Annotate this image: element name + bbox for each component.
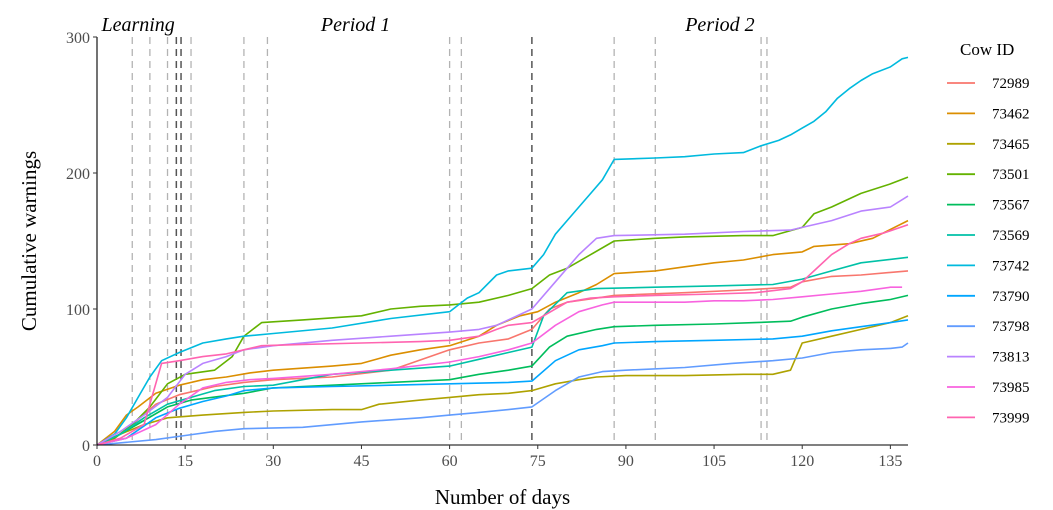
y-tick-label: 300 (66, 30, 90, 47)
legend-label-73567: 73567 (992, 198, 1030, 214)
x-tick-label: 135 (878, 453, 902, 470)
legend-label-73790: 73790 (992, 289, 1030, 305)
period-label: Period 1 (320, 14, 390, 36)
x-tick-label: 120 (790, 453, 814, 470)
series-line-73569 (96, 256, 909, 446)
y-tick-label: 200 (66, 166, 90, 183)
period-label: Learning (100, 14, 174, 36)
y-axis-title: Cumulative warnings (17, 151, 41, 331)
legend-label-73501: 73501 (992, 167, 1030, 183)
legend-label-73985: 73985 (992, 380, 1030, 396)
legend-title: Cow ID (960, 40, 1014, 59)
series-lines (96, 56, 909, 446)
series-line-72989 (96, 270, 909, 446)
series-line-73742 (96, 56, 909, 446)
series-line-73798 (96, 342, 909, 446)
series-line-73985 (96, 286, 903, 446)
legend-label-73462: 73462 (992, 106, 1030, 122)
period-labels: Learning Period 1 Period 2 (100, 14, 754, 36)
series-line-73567 (96, 294, 909, 446)
legend-label-73569: 73569 (992, 228, 1030, 244)
series-line-73462 (96, 219, 909, 446)
x-tick-label: 60 (442, 453, 458, 470)
x-tick-label: 105 (702, 453, 726, 470)
series-line-73999 (96, 223, 909, 446)
legend-label-73742: 73742 (992, 258, 1030, 274)
series-line-73790 (96, 319, 909, 446)
legend-label-72989: 72989 (992, 76, 1030, 92)
x-tick-label: 45 (353, 453, 369, 470)
x-tick-label: 90 (618, 453, 634, 470)
x-tick-label: 15 (177, 453, 193, 470)
period-label: Period 2 (684, 14, 754, 36)
legend-label-73465: 73465 (992, 137, 1030, 153)
x-tick-label: 75 (530, 453, 546, 470)
y-tick-label: 0 (82, 438, 90, 455)
y-tick-label: 100 (66, 302, 90, 319)
x-tick-label: 30 (265, 453, 281, 470)
legend-label-73999: 73999 (992, 410, 1030, 426)
axes: 0 15 30 45 60 75 90 105 120 135 0 100 200 300 (66, 30, 908, 470)
series-line-73465 (96, 315, 909, 446)
series-line-73501 (96, 176, 909, 446)
legend: Cow ID 72989 73462 73465 73501 73567 73569 737… (947, 40, 1030, 426)
series-line-73813 (96, 195, 909, 446)
x-axis-title: Number of days (435, 485, 570, 509)
legend-label-73798: 73798 (992, 319, 1030, 335)
x-tick-label: 0 (93, 453, 101, 470)
legend-label-73813: 73813 (992, 350, 1030, 366)
